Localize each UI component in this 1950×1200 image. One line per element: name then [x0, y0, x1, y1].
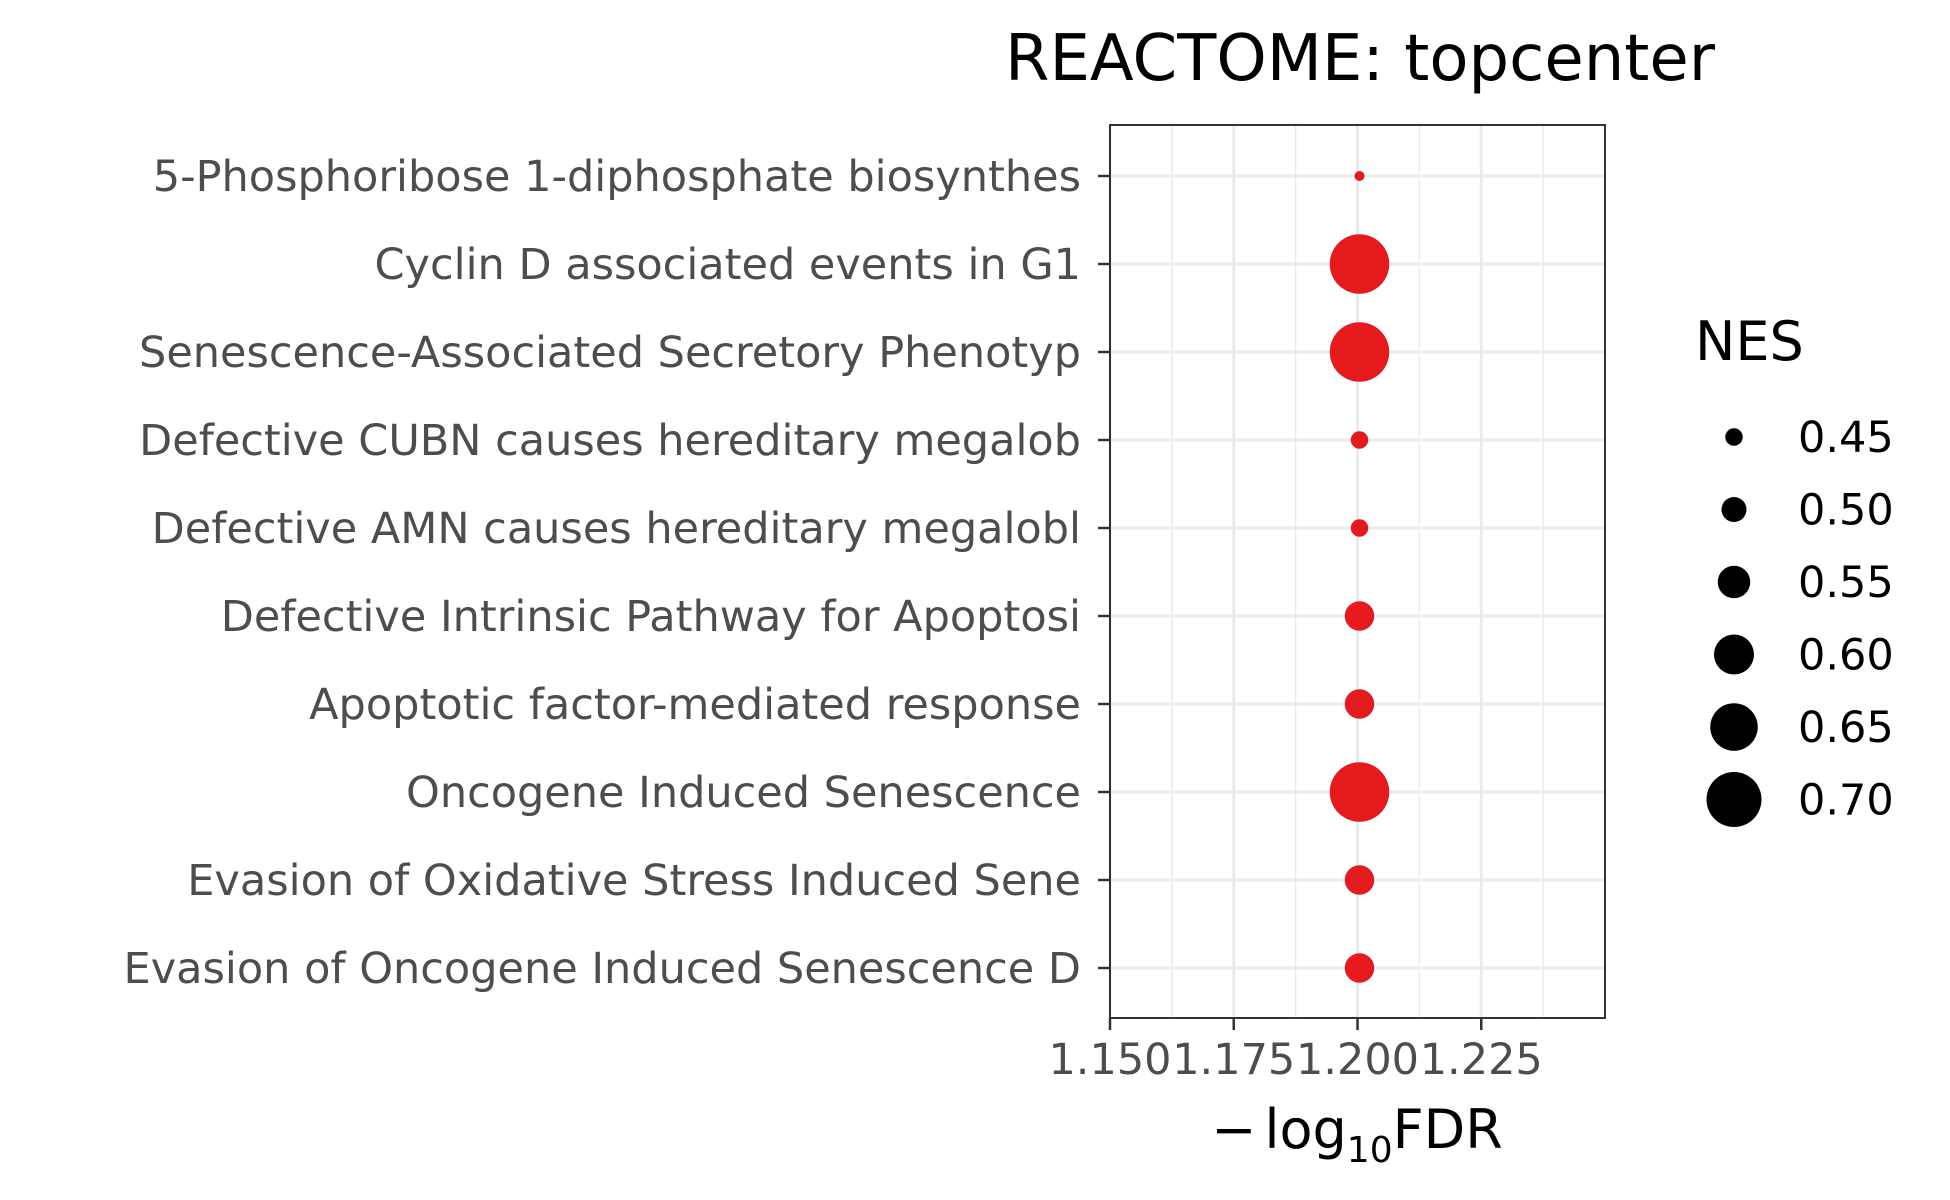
x-axis-title-base: 10: [1347, 1130, 1393, 1171]
legend-key: [1725, 428, 1743, 446]
legend-label: 0.45: [1798, 413, 1894, 463]
y-tick-label: Defective Intrinsic Pathway for Apoptosi: [221, 592, 1081, 642]
data-point: [1344, 865, 1375, 895]
y-tick-label: Senescence-Associated Secretory Phenotyp: [139, 328, 1081, 378]
data-point: [1344, 689, 1375, 719]
legend: NES 0.45 0.50 0.55 0.60 0.65 0.70: [1695, 310, 1894, 827]
x-axis-title-log: log: [1264, 1098, 1346, 1161]
legend-key: [1714, 634, 1754, 675]
x-tick-label: 1.150: [1048, 1035, 1171, 1085]
x-axis-title: − log10FDR: [1211, 1098, 1503, 1171]
legend-key: [1721, 497, 1747, 522]
data-point: [1354, 171, 1365, 181]
y-tick-label: Defective CUBN causes hereditary megalob: [139, 416, 1081, 466]
y-tick-label: Evasion of Oxidative Stress Induced Sene: [187, 856, 1081, 906]
legend-label: 0.50: [1798, 486, 1894, 536]
legend-title: NES: [1695, 310, 1804, 373]
data-point: [1350, 519, 1369, 537]
legend-key: [1710, 703, 1758, 751]
x-tick-label: 1.225: [1420, 1035, 1543, 1085]
x-axis-title-rest: FDR: [1393, 1098, 1503, 1161]
plot-panel: [1108, 124, 1606, 1019]
legend-label: 0.70: [1798, 776, 1894, 826]
x-axis: 1.150 1.175 1.200 1.225: [1048, 1018, 1543, 1085]
y-tick-label: 5-Phosphoribose 1-diphosphate biosynthes: [153, 152, 1081, 202]
chart-title: REACTOME: topcenter: [1005, 22, 1716, 96]
y-tick-label: Oncogene Induced Senescence: [406, 768, 1081, 818]
y-tick-label: Cyclin D associated events in G1: [375, 240, 1081, 290]
y-axis: 5-Phosphoribose 1-diphosphate biosynthes…: [124, 152, 1110, 994]
data-point: [1329, 762, 1390, 822]
data-point: [1344, 953, 1375, 983]
data-point: [1329, 322, 1390, 382]
y-tick-label: Apoptotic factor-mediated response: [309, 680, 1081, 730]
legend-label: 0.60: [1798, 631, 1894, 681]
x-tick-label: 1.175: [1172, 1035, 1295, 1085]
y-tick-label: Defective AMN causes hereditary megalobl: [152, 504, 1081, 554]
y-tick-label: Evasion of Oncogene Induced Senescence D: [124, 944, 1081, 994]
legend-items: 0.45 0.50 0.55 0.60 0.65 0.70: [1706, 413, 1894, 827]
x-axis-title-sign: −: [1211, 1098, 1256, 1161]
data-point: [1350, 431, 1369, 449]
legend-key: [1717, 565, 1751, 599]
legend-label: 0.65: [1798, 703, 1894, 753]
legend-label: 0.55: [1798, 558, 1894, 608]
data-point: [1344, 601, 1375, 631]
data-point: [1329, 234, 1390, 294]
legend-key: [1706, 772, 1762, 827]
x-tick-label: 1.200: [1296, 1035, 1419, 1085]
data-points: [1329, 171, 1390, 983]
